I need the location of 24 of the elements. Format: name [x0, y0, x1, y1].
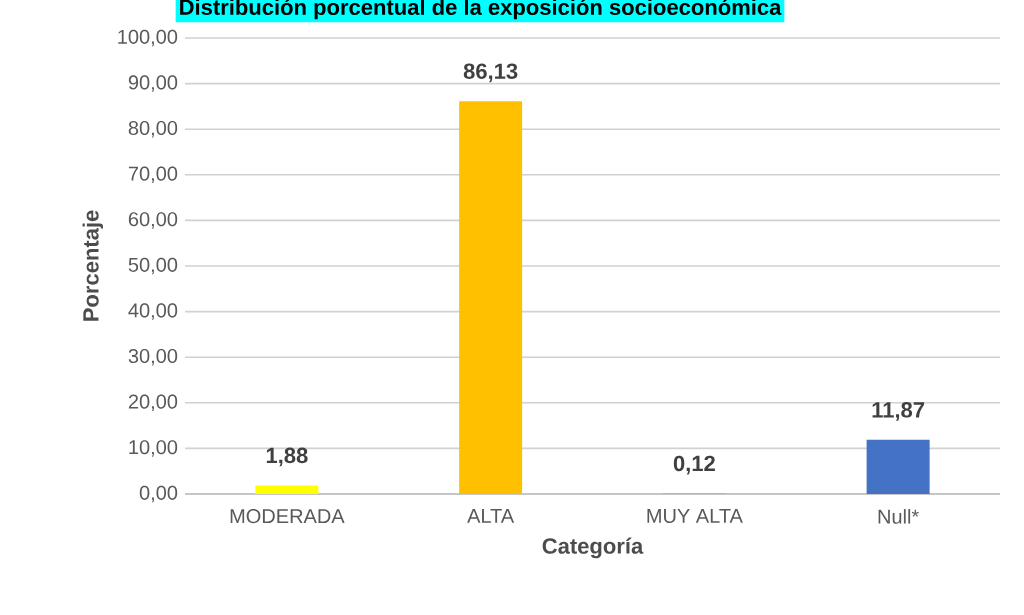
- y-tick-label: 100,00: [118, 29, 178, 47]
- data-label: 86,13: [463, 63, 518, 83]
- data-label: 1,88: [266, 447, 308, 467]
- y-axis-title: Porcentaje: [82, 210, 104, 321]
- bar: [459, 101, 523, 494]
- x-tick-label: MODERADA: [230, 509, 345, 524]
- x-tick-label: MUY ALTA: [647, 509, 743, 523]
- bar: [866, 439, 930, 494]
- x-axis-title: Categoría: [542, 537, 644, 559]
- y-tick-label: 0,00: [139, 485, 178, 503]
- y-tick-label: 70,00: [128, 166, 178, 184]
- y-tick-label: 90,00: [128, 75, 178, 92]
- data-label: 11,87: [872, 402, 925, 421]
- y-tick-label: 10,00: [129, 440, 178, 457]
- y-tick-label: 20,00: [128, 394, 178, 412]
- data-label: 0,12: [673, 455, 715, 475]
- y-tick-label: 60,00: [128, 212, 178, 229]
- y-tick-label: 80,00: [128, 120, 178, 138]
- x-tick-label: ALTA: [467, 509, 515, 523]
- y-tick-label: 50,00: [128, 257, 178, 275]
- x-tick-label: Null*: [878, 509, 919, 524]
- y-tick-label: 40,00: [128, 303, 178, 320]
- bar: [255, 485, 319, 494]
- y-tick-label: 30,00: [128, 348, 178, 366]
